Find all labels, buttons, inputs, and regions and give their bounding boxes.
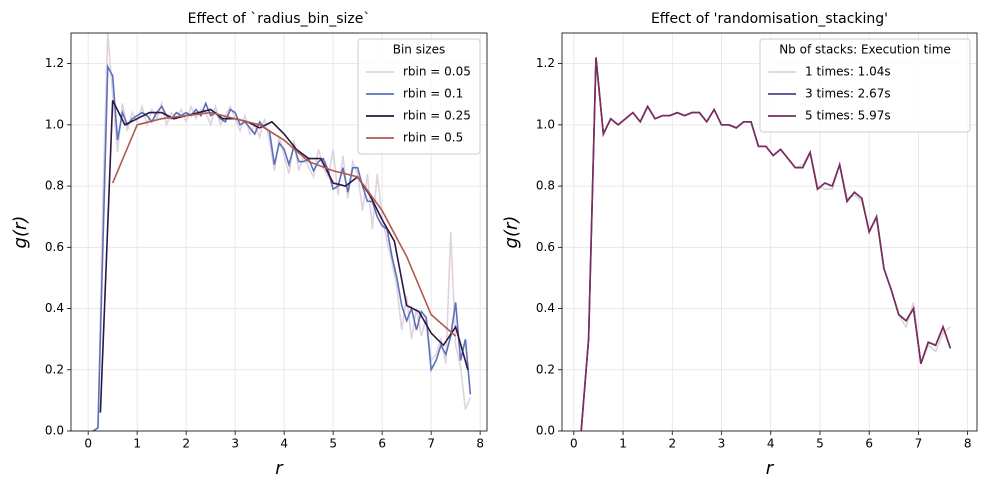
x-axis-label: r	[766, 458, 775, 479]
x-tick-label: 3	[231, 437, 239, 451]
y-tick-label: 0.6	[536, 240, 555, 254]
y-tick-label: 0.4	[45, 301, 64, 315]
x-axis-label: r	[275, 458, 284, 479]
x-tick-label: 5	[329, 437, 337, 451]
legend-label: rbin = 0.1	[403, 87, 463, 101]
chart: Effect of 'randomisation_stacking' 0 1 2 3 4 5…	[501, 11, 978, 479]
legend-label: rbin = 0.5	[403, 131, 463, 145]
chart-title: Effect of `radius_bin_size`	[188, 11, 371, 27]
plot-frame	[70, 32, 488, 432]
series-line	[580, 57, 952, 431]
legend-label: rbin = 0.25	[403, 109, 471, 123]
y-tick-label: 1.0	[536, 117, 555, 131]
legend: Nb of stacks: Execution time 1 times: 1.0…	[759, 38, 971, 133]
y-tick-label: 0.6	[45, 240, 64, 254]
plot-frame	[561, 32, 978, 432]
legend-label: 5 times: 5.97s	[805, 109, 891, 123]
y-axis-label: g(r)	[10, 216, 31, 249]
y-tick-label: 0.4	[536, 301, 555, 315]
legend-label: 1 times: 1.04s	[805, 65, 891, 79]
y-tick-label: 1.2	[45, 56, 64, 70]
x-tick-label: 2	[668, 437, 676, 451]
y-tick-label: 0.2	[45, 362, 64, 376]
x-tick-label: 7	[915, 437, 923, 451]
y-tick-label: 1.0	[45, 117, 64, 131]
x-tick-label: 5	[816, 437, 824, 451]
x-tick-label: 3	[718, 437, 726, 451]
series-line	[99, 99, 469, 413]
series-line	[111, 111, 457, 337]
y-tick-label: 1.2	[536, 56, 555, 70]
y-tick-label: 0.8	[536, 179, 555, 193]
x-tick-label: 8	[476, 437, 484, 451]
chart: Effect of `radius_bin_size` 0 1 2 3 4 5 6 7 8 0.0 0…	[10, 11, 488, 479]
x-tick-label: 1	[619, 437, 627, 451]
legend-title: Nb of stacks: Execution time	[779, 43, 951, 57]
x-tick-label: 8	[964, 437, 972, 451]
series-line	[92, 63, 472, 431]
x-tick-label: 2	[182, 437, 190, 451]
legend-frame	[357, 38, 481, 155]
y-tick-label: 0.0	[536, 424, 555, 438]
x-tick-label: 0	[570, 437, 578, 451]
x-tick-label: 7	[427, 437, 435, 451]
y-tick-label: 0.0	[45, 424, 64, 438]
legend: Bin sizes rbin = 0.05 rbin = 0.1 rbin = 0.2…	[357, 38, 481, 155]
legend-frame	[759, 38, 971, 133]
x-tick-label: 4	[280, 437, 288, 451]
chart-title: Effect of 'randomisation_stacking'	[651, 11, 888, 27]
x-tick-label: 0	[84, 437, 92, 451]
legend-label: 3 times: 2.67s	[805, 87, 891, 101]
legend-title: Bin sizes	[393, 43, 446, 57]
x-tick-label: 1	[133, 437, 141, 451]
x-tick-label: 6	[378, 437, 386, 451]
legend-label: rbin = 0.05	[403, 65, 471, 79]
y-axis-label: g(r)	[501, 216, 522, 249]
y-tick-label: 0.2	[536, 362, 555, 376]
y-tick-label: 0.8	[45, 179, 64, 193]
x-tick-label: 4	[767, 437, 775, 451]
x-tick-label: 6	[865, 437, 873, 451]
